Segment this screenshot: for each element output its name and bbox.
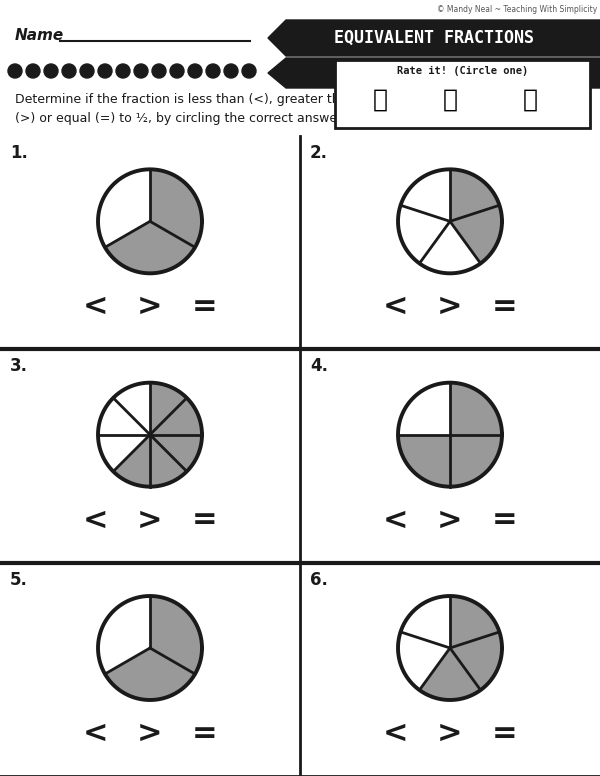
Polygon shape xyxy=(105,221,195,273)
Polygon shape xyxy=(398,383,450,435)
Circle shape xyxy=(224,64,238,78)
Circle shape xyxy=(44,64,58,78)
Polygon shape xyxy=(401,169,450,221)
Text: <: < xyxy=(382,505,408,535)
Text: <,>  or = to 1/2: <,> or = to 1/2 xyxy=(354,64,514,82)
Text: ✋: ✋ xyxy=(443,88,458,112)
Text: © Mandy Neal ~ Teaching With Simplicity: © Mandy Neal ~ Teaching With Simplicity xyxy=(437,5,597,14)
Polygon shape xyxy=(398,435,450,487)
Circle shape xyxy=(98,64,112,78)
Polygon shape xyxy=(450,206,502,263)
Text: 2.: 2. xyxy=(310,144,328,162)
Text: >: > xyxy=(437,505,463,535)
Polygon shape xyxy=(98,435,150,472)
Circle shape xyxy=(152,64,166,78)
Polygon shape xyxy=(450,169,499,221)
Circle shape xyxy=(26,64,40,78)
Polygon shape xyxy=(150,398,202,435)
Text: 1.: 1. xyxy=(10,144,28,162)
Text: <: < xyxy=(382,719,408,748)
Polygon shape xyxy=(113,383,150,435)
Polygon shape xyxy=(419,648,481,700)
Polygon shape xyxy=(268,58,600,88)
Polygon shape xyxy=(98,398,150,435)
Circle shape xyxy=(116,64,130,78)
Polygon shape xyxy=(401,596,450,648)
Text: EQUIVALENT FRACTIONS: EQUIVALENT FRACTIONS xyxy=(334,29,534,47)
Text: =: = xyxy=(192,719,218,748)
Polygon shape xyxy=(450,632,502,690)
Polygon shape xyxy=(450,596,499,648)
Text: Name: Name xyxy=(15,29,64,43)
Text: >: > xyxy=(137,719,163,748)
Polygon shape xyxy=(268,20,600,56)
Text: Determine if the fraction is less than (<), greater than
(>) or equal (=) to ½, : Determine if the fraction is less than (… xyxy=(15,93,355,125)
Circle shape xyxy=(188,64,202,78)
Polygon shape xyxy=(398,206,450,263)
Polygon shape xyxy=(150,435,187,487)
Text: <: < xyxy=(382,293,408,321)
Polygon shape xyxy=(150,596,202,674)
Text: 3.: 3. xyxy=(10,357,28,376)
Polygon shape xyxy=(398,632,450,690)
Polygon shape xyxy=(419,221,481,273)
Text: =: = xyxy=(192,505,218,535)
Text: <: < xyxy=(82,505,108,535)
Polygon shape xyxy=(113,435,150,487)
Circle shape xyxy=(8,64,22,78)
Polygon shape xyxy=(150,383,187,435)
Polygon shape xyxy=(98,169,150,248)
Circle shape xyxy=(206,64,220,78)
Text: 5.: 5. xyxy=(10,570,28,589)
Circle shape xyxy=(134,64,148,78)
Polygon shape xyxy=(450,435,502,487)
Text: 👍: 👍 xyxy=(373,88,388,112)
Text: <: < xyxy=(82,293,108,321)
Text: 👎: 👎 xyxy=(523,88,538,112)
Circle shape xyxy=(62,64,76,78)
Text: =: = xyxy=(492,293,518,321)
Circle shape xyxy=(242,64,256,78)
Polygon shape xyxy=(150,169,202,248)
Polygon shape xyxy=(105,648,195,700)
Text: 4.: 4. xyxy=(310,357,328,376)
Text: Rate it! (Circle one): Rate it! (Circle one) xyxy=(397,66,528,76)
Text: >: > xyxy=(437,719,463,748)
Text: >: > xyxy=(437,293,463,321)
Text: >: > xyxy=(137,505,163,535)
Text: >: > xyxy=(137,293,163,321)
Text: =: = xyxy=(492,505,518,535)
Text: =: = xyxy=(192,293,218,321)
Text: <: < xyxy=(82,719,108,748)
Text: 6.: 6. xyxy=(310,570,328,589)
Polygon shape xyxy=(98,596,150,674)
FancyBboxPatch shape xyxy=(335,60,590,128)
Circle shape xyxy=(80,64,94,78)
Text: =: = xyxy=(492,719,518,748)
Polygon shape xyxy=(450,383,502,435)
Polygon shape xyxy=(150,435,202,472)
Circle shape xyxy=(170,64,184,78)
